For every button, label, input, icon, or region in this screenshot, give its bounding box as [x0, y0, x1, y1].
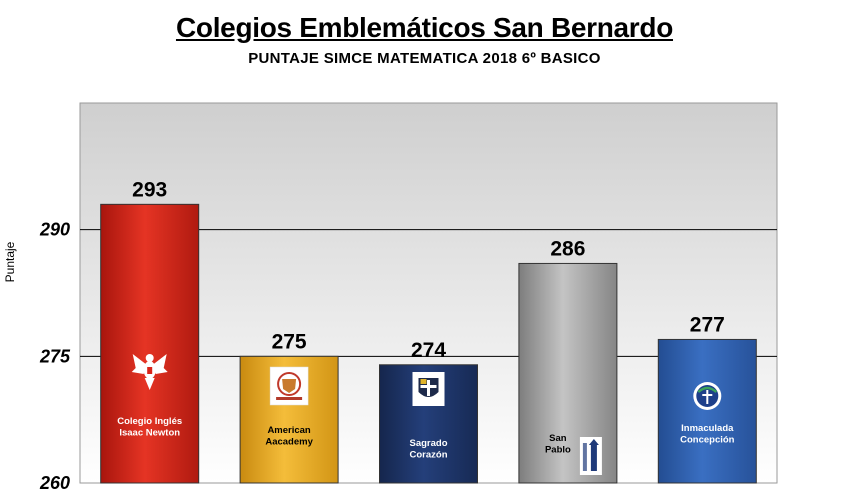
american-academy-logo-icon [269, 366, 309, 406]
bar-category-label: Colegio Inglés Isaac Newton [117, 416, 182, 439]
y-tick-label: 260 [39, 473, 70, 493]
eagle-crest-icon [131, 354, 168, 390]
bar-category-label: San Pablo [545, 433, 571, 456]
chart-subtitle: PUNTAJE SIMCE MATEMATICA 2018 6º BASICO [248, 50, 601, 67]
y-tick-label: 275 [39, 346, 71, 366]
bar-value-label: 286 [550, 237, 585, 260]
bar-value-label: 293 [132, 178, 167, 201]
inmaculada-concepcion-logo-icon [693, 382, 722, 410]
bar-group-1: 275 American Aacademy [239, 330, 339, 484]
bar-value-label: 274 [411, 339, 446, 362]
bar-category-label: American Aacademy [265, 425, 313, 448]
bar-group-0: 293 Colegio Inglés Isaac Newton [100, 178, 200, 484]
bar-category-label: Inmaculada Concepción [680, 423, 735, 446]
san-pablo-logo-icon [579, 437, 602, 475]
bar-value-label: 275 [272, 330, 307, 353]
bar-group-3: 286 San Pablo [518, 237, 618, 484]
bar [657, 338, 757, 484]
bar [100, 203, 200, 484]
chart-title: Colegios Emblemáticos San Bernardo [175, 12, 674, 43]
bar-group-4: 277 Inmaculada Concepción [657, 313, 757, 484]
bar-value-label: 277 [690, 313, 725, 336]
sagrado-corazon-shield-icon [412, 372, 445, 406]
y-tick-label: 290 [39, 220, 70, 240]
y-axis-label: Puntaje [3, 241, 17, 282]
bar-group-2: 274 Sagrado Corazón [379, 339, 478, 484]
bar-category-label: Sagrado Corazón [409, 438, 447, 461]
